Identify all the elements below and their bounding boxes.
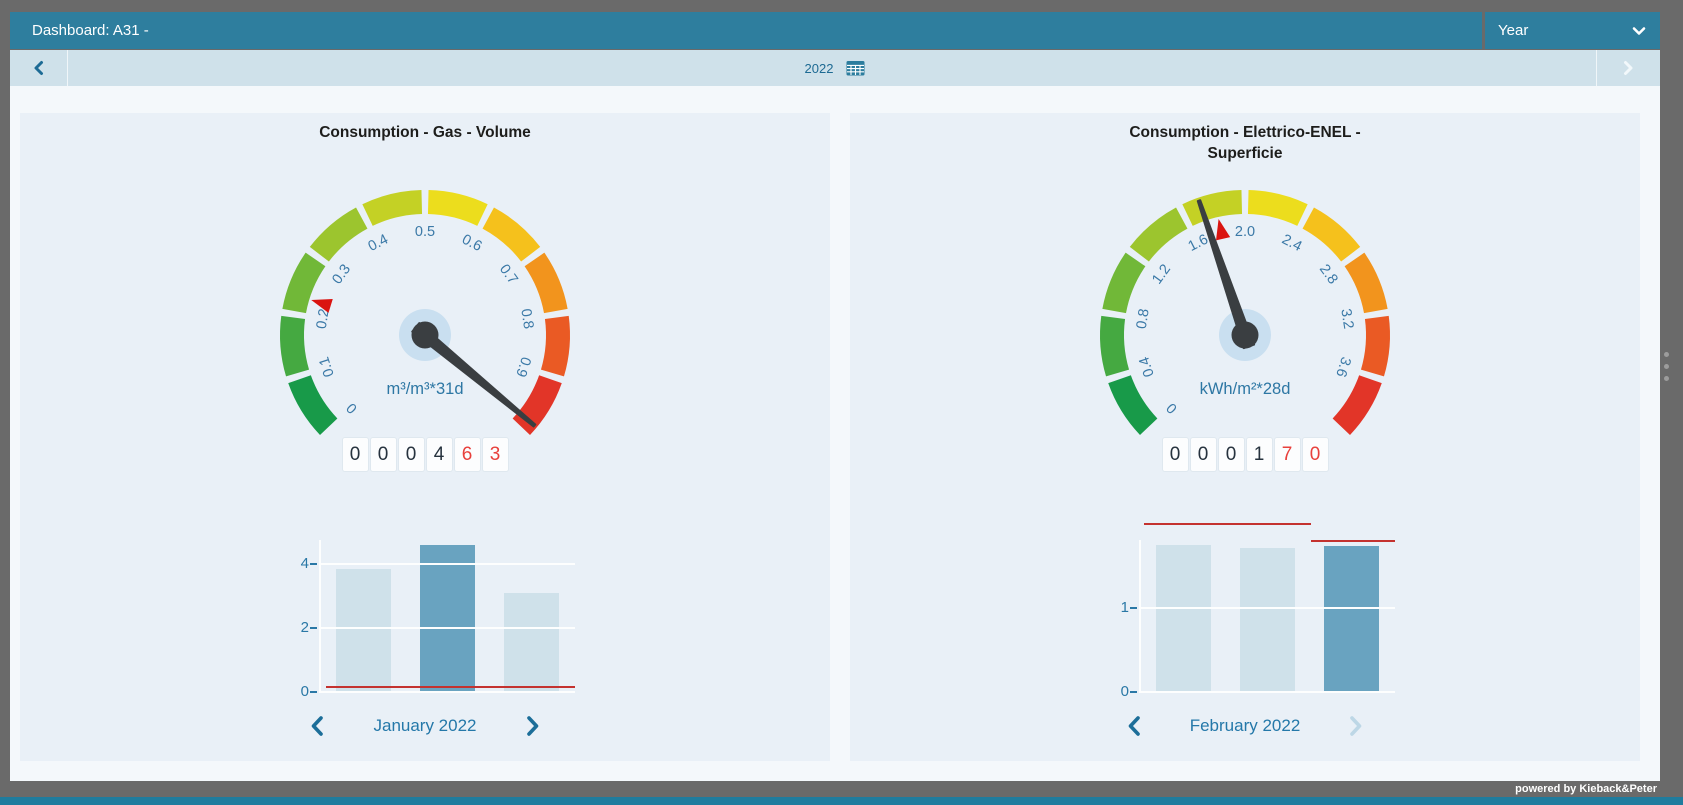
- period-dropdown[interactable]: Year: [1485, 12, 1660, 49]
- y-tick-label: 1: [1120, 599, 1129, 617]
- chevron-left-icon: [1128, 716, 1140, 736]
- month-nav: January 2022: [20, 715, 830, 737]
- panel-elettrico-enel: Consumption - Elettrico-ENEL - Superfici…: [850, 113, 1640, 761]
- gauge-unit-label: m³/m³*31d: [386, 380, 463, 398]
- prev-month-button[interactable]: [1124, 715, 1146, 737]
- divider: [1596, 50, 1597, 86]
- svg-text:2.4: 2.4: [1279, 232, 1304, 255]
- period-nav-center: 2022: [10, 50, 1660, 86]
- odometer-digit: 0: [1302, 438, 1328, 471]
- period-nav-bar: 2022: [10, 50, 1660, 86]
- panel-gas-volume: Consumption - Gas - Volume 0 0.1 0.2 0.3 0.4…: [20, 113, 830, 761]
- scroll-handle-dots[interactable]: [1664, 352, 1669, 381]
- odometer-digit: 4: [426, 438, 452, 471]
- svg-text:2.8: 2.8: [1316, 262, 1341, 288]
- powered-by-label: powered by Kieback&Peter: [1515, 783, 1657, 795]
- odometer-digit: 0: [342, 438, 368, 471]
- dashboard-content: Consumption - Gas - Volume 0 0.1 0.2 0.3 0.4…: [10, 86, 1660, 781]
- svg-text:0.7: 0.7: [496, 262, 521, 288]
- odometer-digit: 0: [370, 438, 396, 471]
- odometer-digit: 3: [482, 438, 508, 471]
- svg-text:0.6: 0.6: [459, 232, 484, 255]
- bar: [336, 568, 391, 692]
- odometer-digit: 0: [398, 438, 424, 471]
- svg-text:0.2: 0.2: [314, 308, 333, 330]
- next-month-button[interactable]: [1344, 715, 1366, 737]
- odometer-digit: 0: [1162, 438, 1188, 471]
- svg-text:0.8: 0.8: [1134, 308, 1153, 330]
- header-bar: Dashboard: A31 -: [10, 12, 1482, 49]
- threshold-line: [1311, 539, 1395, 542]
- period-dropdown-label: Year: [1498, 22, 1529, 39]
- month-nav: February 2022: [850, 715, 1640, 737]
- odometer-digit: 6: [454, 438, 480, 471]
- threshold-line: [326, 685, 575, 688]
- calendar-button[interactable]: [846, 60, 865, 76]
- odometer-digit: 7: [1274, 438, 1300, 471]
- svg-text:0.4: 0.4: [366, 232, 391, 255]
- gas-bar-chart: 0 2 4: [275, 520, 575, 730]
- y-tick-label: 2: [300, 619, 309, 636]
- svg-text:0: 0: [1164, 399, 1181, 416]
- prev-period-button[interactable]: [10, 50, 67, 86]
- bar: [420, 544, 475, 692]
- panel-title: Consumption - Gas - Volume: [319, 124, 531, 141]
- bar: [504, 592, 559, 692]
- bottom-accent-bar: [0, 797, 1683, 805]
- svg-text:1.2: 1.2: [1149, 262, 1174, 288]
- chevron-down-icon: [1632, 26, 1646, 35]
- calendar-icon: [846, 61, 865, 76]
- next-month-button[interactable]: [521, 715, 543, 737]
- chevron-right-icon: [1350, 716, 1362, 736]
- gauge-unit-label: kWh/m²*28d: [1200, 380, 1291, 398]
- svg-text:0.1: 0.1: [316, 355, 337, 379]
- svg-text:0.9: 0.9: [512, 355, 533, 379]
- bar: [1324, 545, 1379, 692]
- svg-text:0.8: 0.8: [517, 308, 536, 330]
- gas-gauge: 0 0.1 0.2 0.3 0.4 0.5 0.6 0.7 0.8 0.9 m³/m³*31d: [280, 190, 570, 435]
- chevron-right-icon: [526, 716, 538, 736]
- chevron-right-icon: [1624, 61, 1633, 75]
- odometer-digit: 0: [1190, 438, 1216, 471]
- prev-month-button[interactable]: [307, 715, 329, 737]
- panel-title: Consumption - Elettrico-ENEL - Superfici…: [1129, 124, 1361, 162]
- svg-text:0.4: 0.4: [1136, 355, 1157, 379]
- chevron-left-icon: [312, 716, 324, 736]
- svg-text:0: 0: [344, 399, 361, 416]
- odometer-digit: 1: [1246, 438, 1272, 471]
- chevron-left-icon: [34, 61, 43, 75]
- y-tick-label: 0: [1120, 683, 1129, 700]
- svg-text:0.3: 0.3: [329, 262, 354, 288]
- odometer-digit: 0: [1218, 438, 1244, 471]
- current-period-label: 2022: [804, 60, 834, 76]
- y-tick-label: 0: [300, 683, 309, 700]
- month-label: January 2022: [373, 716, 477, 735]
- month-label: February 2022: [1189, 716, 1301, 735]
- svg-text:2.0: 2.0: [1235, 224, 1255, 240]
- divider: [67, 50, 68, 86]
- bar: [1156, 545, 1211, 692]
- svg-text:0.5: 0.5: [415, 224, 435, 240]
- electricity-gauge: 0 0.4 0.8 1.2 1.6 2.0 2.4 2.8 3.2 3.6 kWh/m²*28d: [1100, 190, 1390, 435]
- dashboard-title: Dashboard: A31 -: [32, 22, 149, 39]
- svg-text:3.2: 3.2: [1337, 308, 1356, 330]
- svg-text:3.6: 3.6: [1332, 355, 1353, 379]
- threshold-line: [1143, 523, 1312, 526]
- bar: [1240, 547, 1295, 692]
- svg-text:1.6: 1.6: [1186, 232, 1211, 255]
- next-period-button[interactable]: [1596, 50, 1660, 86]
- y-tick-label: 4: [300, 555, 309, 572]
